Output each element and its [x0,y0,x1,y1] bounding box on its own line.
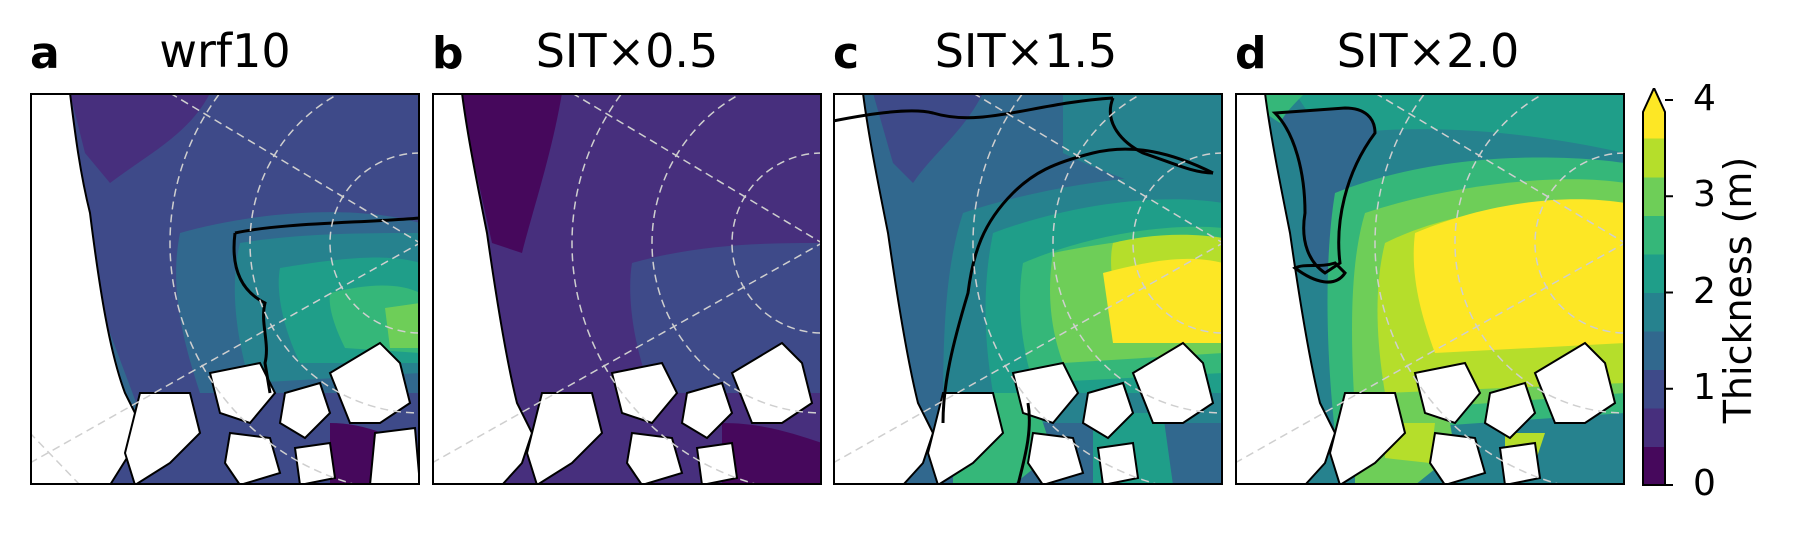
map-panel-b [432,93,822,485]
colorbar-band [1643,254,1665,293]
colorbar-tick-label: 4 [1693,78,1716,119]
panel-a-title: wrf10 [159,24,291,78]
colorbar-tick-label: 1 [1693,366,1716,408]
colorbar-outline [1642,88,1666,486]
map-panel-d [1235,93,1625,485]
colorbar-band [1643,292,1665,332]
panel-c-letter: c [833,28,860,79]
panel-c-title: SIT×1.5 [934,24,1118,78]
panel-d-title: SIT×2.0 [1336,24,1520,78]
colorbar-band [1643,177,1665,216]
panel-b-letter: b [432,28,464,79]
panel-b-title: SIT×0.5 [535,24,719,78]
map-panel-a [30,93,420,485]
colorbar-band [1643,215,1665,255]
colorbar-band [1643,446,1665,486]
colorbar-tick-label: 3 [1693,174,1716,216]
colorbar-band [1643,369,1665,409]
colorbar-extend-triangle [1643,88,1665,139]
map-panel-c [833,93,1223,485]
colorbar-label: Thickness (m) [1716,156,1760,424]
colorbar-band [1643,331,1665,370]
colorbar-tick-label: 2 [1693,270,1716,312]
colorbar-band [1643,408,1665,447]
panel-a-letter: a [30,28,60,79]
colorbar-tick-label: 0 [1693,463,1716,504]
colorbar [1642,88,1673,486]
panel-d-letter: d [1235,28,1267,79]
colorbar-band [1643,138,1665,178]
